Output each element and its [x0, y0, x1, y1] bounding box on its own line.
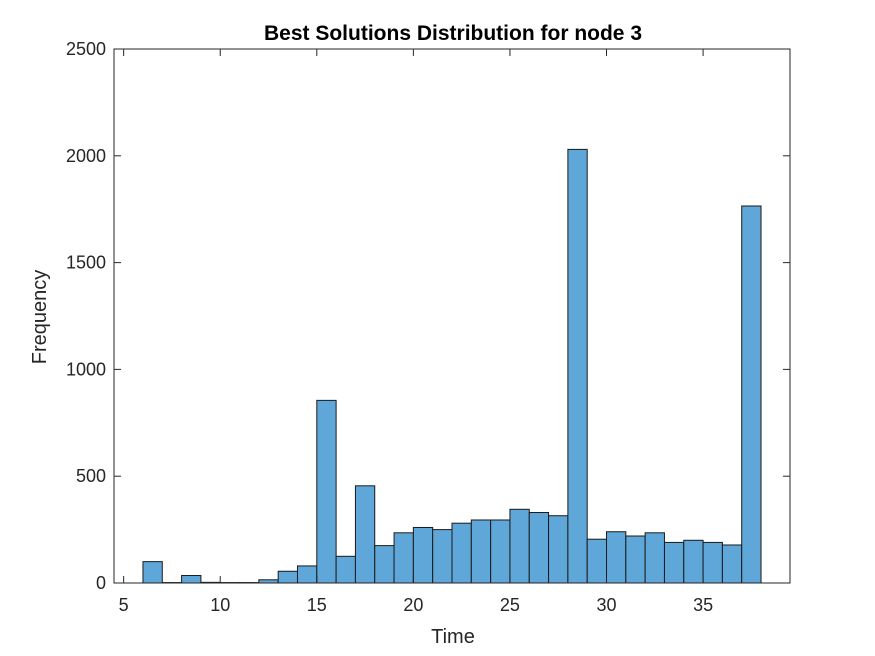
histogram-bar: [181, 575, 202, 584]
histogram-bar: [509, 508, 530, 584]
y-axis-label: Frequency: [29, 270, 51, 365]
x-tick-label: 10: [210, 595, 230, 615]
y-tick-label: 2500: [66, 39, 106, 59]
y-tick-label: 1500: [66, 253, 106, 273]
histogram-bar: [567, 148, 588, 584]
x-tick-label: 20: [403, 595, 423, 615]
histogram-bar: [625, 535, 646, 584]
y-tick-label: 1000: [66, 359, 106, 379]
x-tick-label: 15: [307, 595, 327, 615]
chart-title: Best Solutions Distribution for node 3: [264, 22, 642, 45]
histogram-bar: [721, 544, 743, 584]
histogram-bar: [374, 545, 395, 584]
histogram-bar: [663, 541, 685, 584]
x-axis-label: Time: [431, 626, 475, 648]
histogram-bar: [277, 570, 298, 584]
x-tick-label: 30: [596, 595, 616, 615]
histogram-bar: [683, 539, 704, 584]
histogram-bar: [528, 512, 550, 584]
histogram-bar: [548, 515, 569, 584]
x-tick-label: 35: [693, 595, 713, 615]
histogram-bar: [741, 205, 762, 584]
histogram-bar: [644, 532, 665, 584]
x-tick-label: 5: [119, 595, 129, 615]
y-tick-label: 0: [96, 573, 106, 593]
histogram-bar: [451, 522, 472, 584]
histogram-bar: [393, 532, 414, 584]
axes-box: [113, 48, 791, 584]
bars-group: [142, 148, 762, 584]
histogram-bar: [470, 519, 492, 584]
histogram-bar: [354, 485, 376, 584]
histogram-bar: [702, 541, 723, 584]
histogram-bar: [296, 565, 318, 584]
y-tick-label: 2000: [66, 146, 106, 166]
histogram-bar: [412, 526, 434, 584]
histogram-bar: [142, 561, 163, 584]
histogram-bar: [490, 519, 511, 584]
ticks-group: 5 10 15 20 25 30 35 0 500 1000 1500 2000 2500: [66, 39, 790, 615]
histogram-bar: [335, 555, 356, 584]
y-tick-label: 500: [76, 466, 106, 486]
x-tick-label: 25: [500, 595, 520, 615]
histogram-bar: [606, 531, 627, 584]
histogram-bar: [432, 529, 453, 584]
histogram-bar: [316, 399, 337, 584]
histogram-bar: [586, 538, 608, 584]
